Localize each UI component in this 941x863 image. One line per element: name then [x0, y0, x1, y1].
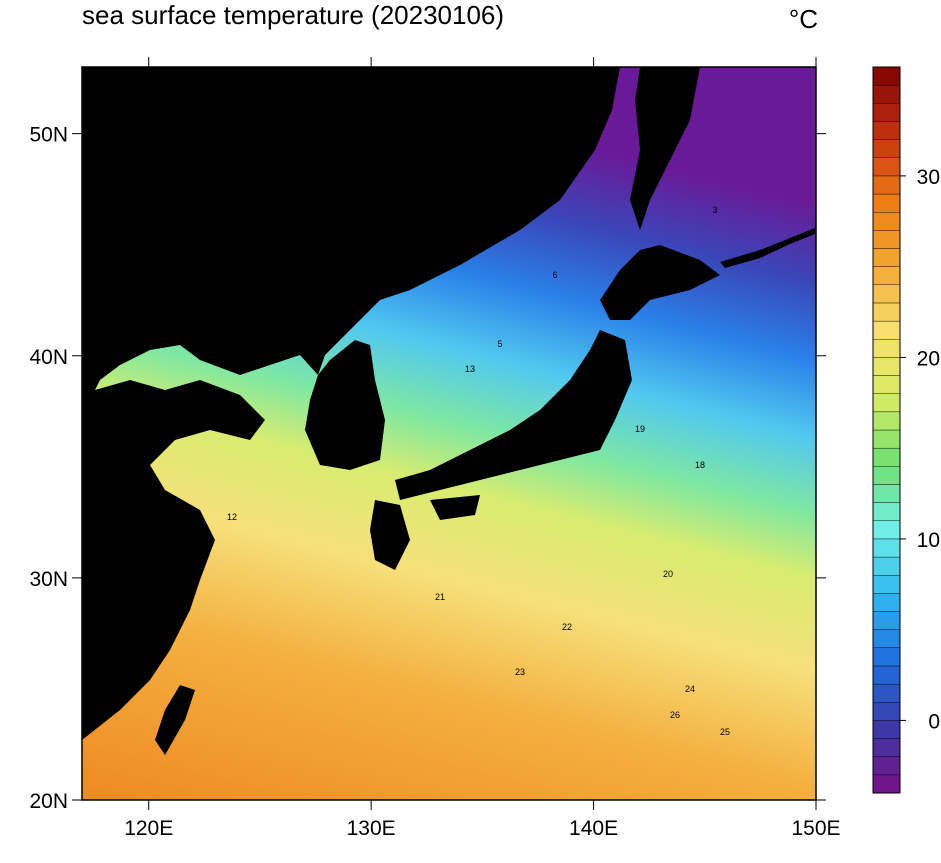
colorbar-cell — [872, 139, 901, 158]
colorbar-cell — [872, 121, 901, 140]
title: sea surface temperature (20230106) — [82, 0, 504, 30]
colorbar-cell — [872, 738, 901, 757]
colorbar-cell — [872, 629, 901, 649]
y-tick-label: 30N — [29, 568, 68, 591]
continent — [82, 67, 620, 740]
colorbar-cell — [872, 720, 901, 739]
korea — [305, 340, 385, 470]
unit: °C — [789, 4, 818, 34]
colorbar-cell — [872, 502, 901, 521]
colorbar-cell — [872, 702, 901, 721]
y-tick-label: 40N — [29, 346, 68, 369]
colorbar-cell — [872, 683, 901, 703]
hokkaido — [600, 245, 720, 320]
colorbar-cell — [872, 157, 901, 177]
colorbar-tick-label: 0 — [928, 710, 940, 733]
colorbar-cell — [872, 193, 901, 213]
colorbar-cell — [872, 320, 901, 340]
contour-label: 21 — [435, 592, 445, 602]
colorbar-cell — [872, 284, 901, 304]
contour-label: 26 — [670, 710, 680, 720]
colorbar-cell — [872, 756, 901, 776]
colorbar-tick-label: 30 — [917, 166, 940, 189]
colorbar-cell — [872, 484, 901, 503]
contour-label: 18 — [695, 460, 705, 470]
contour-label: 25 — [720, 727, 730, 737]
land — [82, 67, 815, 755]
x-tick-label: 130E — [347, 817, 396, 840]
x-tick-label: 140E — [569, 817, 618, 840]
contour-label: 6 — [552, 270, 557, 280]
colorbar-cell — [872, 266, 901, 285]
honshu — [395, 330, 632, 500]
colorbar-cell — [872, 393, 901, 413]
contour-label: 3 — [712, 205, 717, 215]
colorbar-cell — [872, 538, 901, 558]
colorbar-frame — [872, 66, 901, 794]
colorbar-cell — [872, 520, 901, 540]
colorbar-cell — [872, 593, 901, 612]
colorbar-cell — [872, 302, 901, 322]
colorbar-cell — [872, 339, 901, 358]
map-frame — [81, 66, 817, 801]
contour-label: 24 — [685, 684, 695, 694]
colorbar-cell — [872, 375, 901, 394]
colorbar-cell — [872, 429, 901, 449]
y-tick-label: 20N — [29, 790, 68, 813]
colorbar-cell — [872, 248, 901, 267]
contour-label: 13 — [465, 364, 475, 374]
y-tick-label: 50N — [29, 124, 68, 147]
colorbar-tick-label: 20 — [917, 347, 940, 370]
kuril-islands — [720, 228, 815, 268]
colorbar-cell — [872, 211, 901, 231]
x-tick-label: 120E — [124, 817, 173, 840]
colorbar-cell — [872, 230, 901, 249]
colorbar-cell — [872, 175, 901, 195]
sakhalin — [630, 67, 700, 230]
colorbar-cell — [872, 447, 901, 467]
colorbar-cell — [872, 665, 901, 685]
contour-label: 5 — [497, 339, 502, 349]
colorbar-tick-label: 10 — [917, 529, 940, 552]
x-tick-label: 150E — [791, 817, 840, 840]
kyushu — [370, 500, 410, 570]
contour-label: 12 — [227, 512, 237, 522]
colorbar-cell — [872, 357, 901, 376]
colorbar-cell — [872, 647, 901, 667]
contour-label: 22 — [562, 622, 572, 632]
contour-label: 23 — [515, 667, 525, 677]
shikoku — [430, 495, 480, 520]
colorbar-cell — [872, 84, 901, 104]
colorbar-cell — [872, 66, 901, 86]
colorbar-cell — [872, 774, 901, 794]
colorbar-cell — [872, 611, 901, 630]
colorbar-cell — [872, 575, 901, 594]
colorbar-cell — [872, 411, 901, 431]
colorbar-cell — [872, 103, 901, 122]
colorbar-cell — [872, 556, 901, 576]
contour-label: 19 — [635, 424, 645, 434]
taiwan — [155, 685, 195, 755]
colorbar-cell — [872, 466, 901, 485]
contour-label: 20 — [663, 569, 673, 579]
map-area — [82, 67, 816, 800]
